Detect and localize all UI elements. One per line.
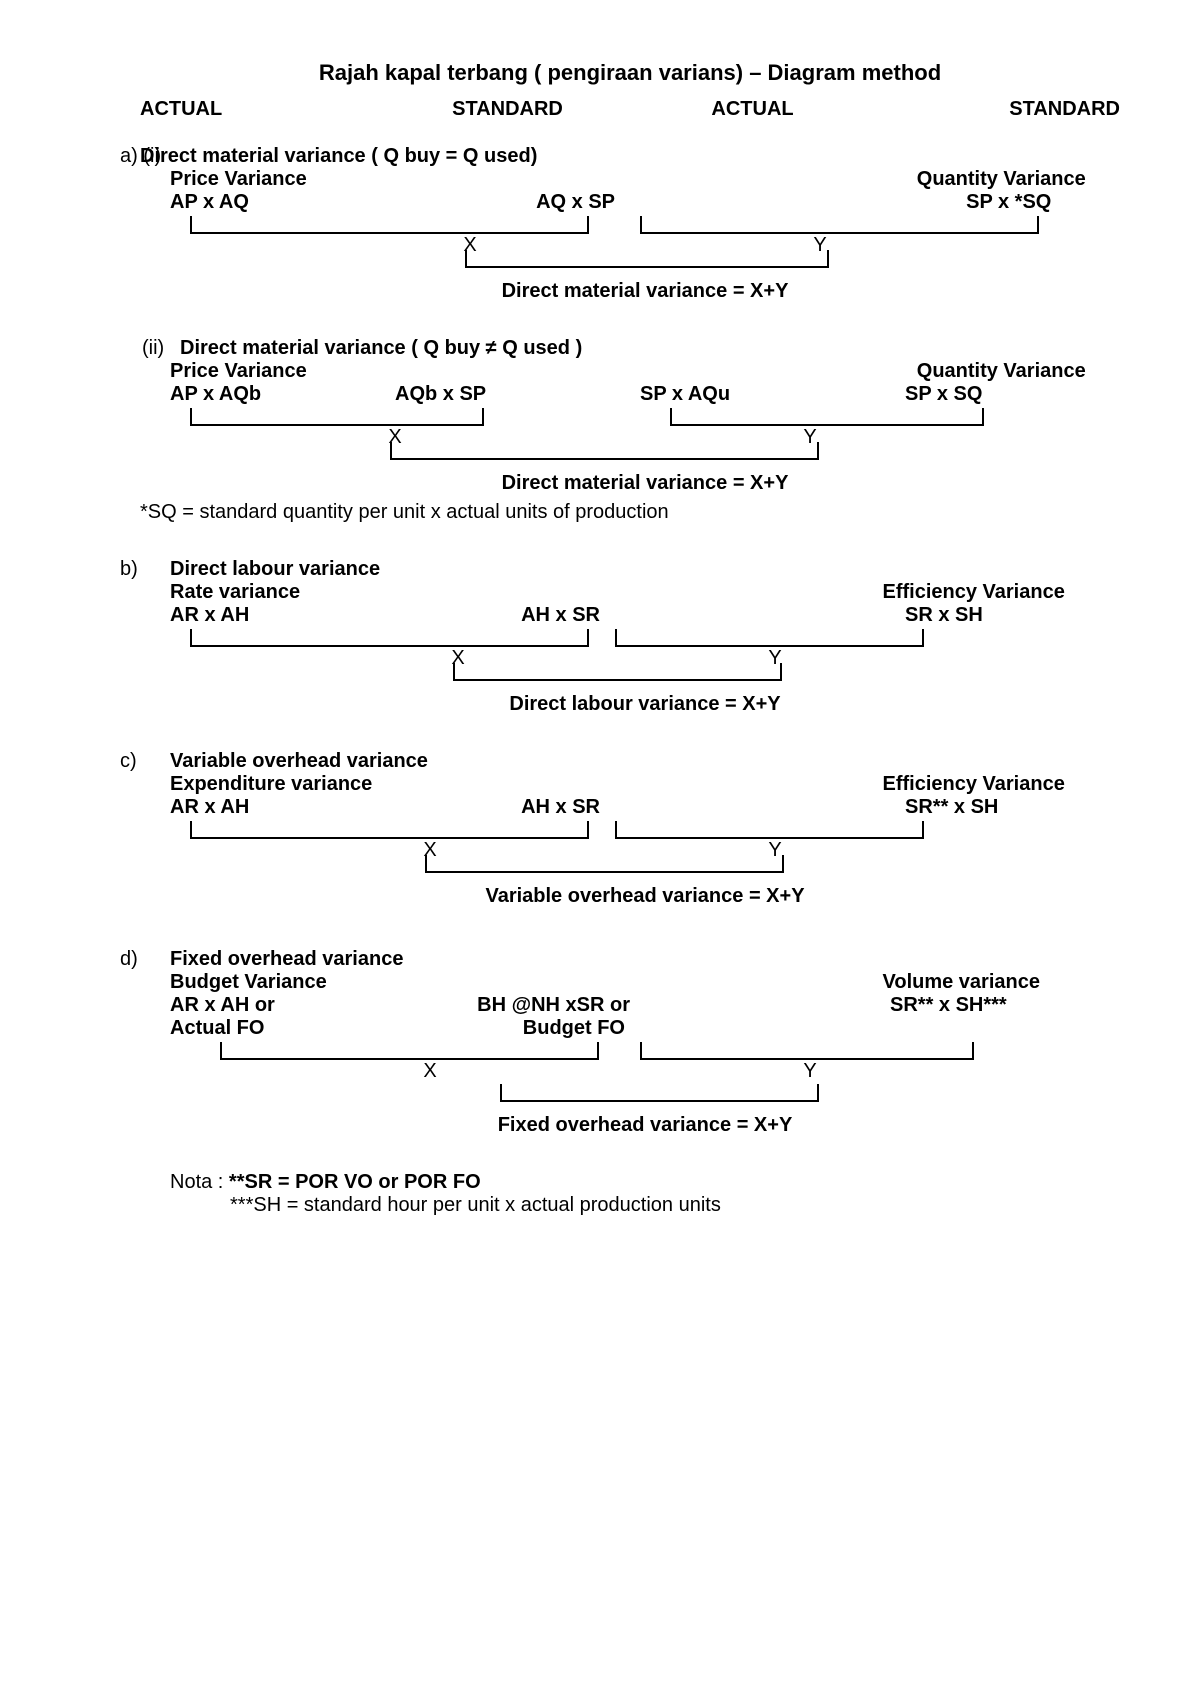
b-f1: AR x AH (170, 604, 385, 627)
col-actual-2: ACTUAL (630, 98, 875, 121)
aii-right-var: Quantity Variance (883, 360, 1121, 383)
ai-f1: AP x AQ (170, 191, 393, 214)
col-standard-2: STANDARD (875, 98, 1120, 121)
c-bracket-y (615, 821, 924, 839)
b-bracket-x (190, 629, 589, 647)
d-right-var: Volume variance (883, 971, 1121, 994)
section-label-ai: a) (i) (120, 145, 161, 168)
ai-total-bracket (465, 250, 829, 268)
ai-f2: AQ x SP (393, 191, 676, 214)
ai-f4: SP x *SQ (898, 191, 1121, 214)
section-a-i: a) (i) Direct material variance ( Q buy … (80, 145, 1120, 303)
ai-bracket-y (640, 216, 1039, 234)
section-label-d: d) (120, 948, 138, 971)
b-total-bracket (453, 663, 782, 681)
c-f3 (660, 796, 875, 819)
aii-f1: AP x AQb (170, 383, 385, 406)
d-f4: SR** x SH*** (890, 994, 1007, 1016)
b-f4: SR x SH (875, 604, 1120, 627)
section-label-c: c) (120, 750, 137, 773)
nota-label: Nota : (170, 1171, 229, 1193)
col-actual-1: ACTUAL (140, 98, 385, 121)
b-left-var: Rate variance (170, 581, 408, 604)
d-f2b: Budget FO (398, 1017, 666, 1040)
c-f4: SR** x SH (875, 796, 1120, 819)
aii-bracket-x (190, 408, 484, 426)
section-title-aii: Direct material variance ( Q buy ≠ Q use… (180, 337, 1120, 360)
aii-total-bracket (390, 442, 819, 460)
d-f1b: Actual FO (170, 1017, 398, 1040)
nota-line1: **SR = POR VO or POR FO (229, 1171, 481, 1193)
section-label-aii: (ii) (142, 337, 164, 360)
d-left-var: Budget Variance (170, 971, 408, 994)
page: Rajah kapal terbang ( pengiraan varians)… (0, 0, 1200, 1696)
section-title-ai: Direct material variance ( Q buy = Q use… (140, 145, 1120, 168)
c-total-bracket (425, 855, 784, 873)
d-f2a: BH @NH xSR or (477, 994, 630, 1016)
page-title: Rajah kapal terbang ( pengiraan varians)… (140, 60, 1120, 86)
d-total-bracket (500, 1084, 819, 1102)
section-b: b) Direct labour variance Rate variance … (80, 558, 1120, 716)
section-title-b: Direct labour variance (170, 558, 1120, 581)
c-f2: AH x SR (385, 796, 660, 819)
b-bracket-y (615, 629, 924, 647)
section-a-ii: (ii) Direct material variance ( Q buy ≠ … (80, 337, 1120, 524)
d-x: X (423, 1060, 436, 1083)
aii-total: Direct material variance = X+Y (170, 472, 1120, 495)
c-left-var: Expenditure variance (170, 773, 408, 796)
ai-f3 (675, 191, 898, 214)
nota-line2: ***SH = standard hour per unit x actual … (230, 1194, 721, 1217)
c-bracket-x (190, 821, 589, 839)
d-f1a: AR x AH or (170, 994, 275, 1016)
section-label-b: b) (120, 558, 138, 581)
col-standard-1: STANDARD (385, 98, 630, 121)
aii-f2: AQb x SP (385, 383, 610, 406)
b-right-var: Efficiency Variance (883, 581, 1121, 604)
d-total: Fixed overhead variance = X+Y (170, 1114, 1120, 1137)
ai-right-var: Quantity Variance (883, 168, 1121, 191)
ai-total: Direct material variance = X+Y (170, 280, 1120, 303)
column-headers: ACTUAL STANDARD ACTUAL STANDARD (140, 98, 1120, 121)
section-c: c) Variable overhead variance Expenditur… (80, 750, 1120, 908)
c-right-var: Efficiency Variance (883, 773, 1121, 796)
section-d: d) Fixed overhead variance Budget Varian… (80, 948, 1120, 1137)
notes-block: Nota : **SR = POR VO or POR FO ***SH = s… (170, 1171, 1120, 1217)
ai-left-var: Price Variance (170, 168, 408, 191)
ai-bracket-x (190, 216, 589, 234)
c-total: Variable overhead variance = X+Y (170, 885, 1120, 908)
d-bracket-y (640, 1042, 974, 1060)
d-y: Y (803, 1060, 816, 1083)
aii-note: *SQ = standard quantity per unit x actua… (140, 501, 1120, 524)
b-total: Direct labour variance = X+Y (170, 693, 1120, 716)
d-bracket-x (220, 1042, 599, 1060)
b-f2: AH x SR (385, 604, 660, 627)
section-title-d: Fixed overhead variance (170, 948, 1120, 971)
aii-f3: SP x AQu (610, 383, 855, 406)
b-f3 (660, 604, 875, 627)
c-f1: AR x AH (170, 796, 385, 819)
aii-f4: SP x SQ (855, 383, 1120, 406)
section-title-c: Variable overhead variance (170, 750, 1120, 773)
aii-bracket-y (670, 408, 984, 426)
aii-left-var: Price Variance (170, 360, 408, 383)
